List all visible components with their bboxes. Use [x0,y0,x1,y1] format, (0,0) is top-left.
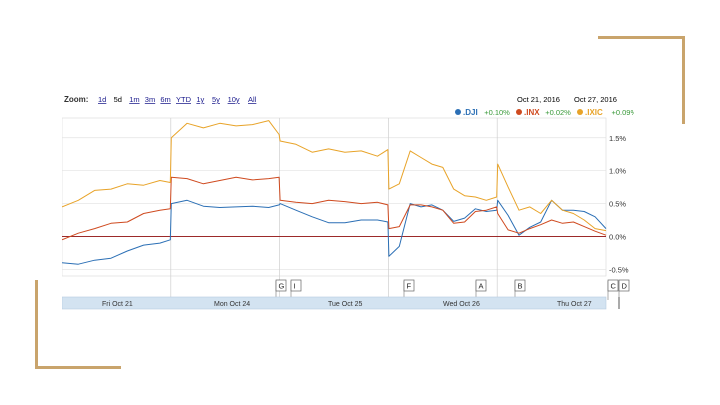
navigator-label-4: Thu Oct 27 [557,301,592,308]
corner-decoration-bottom-horizontal [35,366,121,369]
event-flag-I[interactable] [290,279,302,292]
legend-dot-2 [577,109,583,115]
navigator-label-1: Mon Oct 24 [214,301,250,308]
event-flag-label-I: I [294,282,296,291]
zoom-option-3m[interactable]: 3m [145,95,155,104]
legend-change-1: +0.02% [545,108,571,117]
corner-decoration-top-horizontal [598,36,685,39]
event-flag-label-A: A [479,282,484,291]
zoom-option-6m[interactable]: 6m [160,95,170,104]
event-flag-label-C: C [611,282,617,291]
range-start-date: Oct 21, 2016 [517,95,560,104]
zoom-option-5y[interactable]: 5y [212,95,220,104]
plot-area [61,117,607,277]
stock-chart[interactable]: Zoom: 1d 5d 1m 3m 6m YTD 1y 5y 10y All Oct 21, 2016… [61,88,637,312]
range-end-date: Oct 27, 2016 [574,95,617,104]
event-flag-label-B: B [518,282,523,291]
y-tick-label-4: -0.5% [609,265,629,274]
event-flag-B[interactable] [514,279,526,292]
stock-chart-widget: Zoom: 1d 5d 1m 3m 6m YTD 1y 5y 10y All Oct 21, 2016… [61,88,637,312]
event-flag-A[interactable] [475,279,487,292]
zoom-option-10y[interactable]: 10y [228,95,240,104]
zoom-option-All[interactable]: All [248,95,257,104]
corner-decoration-bottom-vertical [35,280,38,369]
y-tick-label-1: 1.0% [609,167,626,176]
zoom-option-1d[interactable]: 1d [98,95,106,104]
legend-symbol-0: .DJI [463,108,478,117]
event-flag-C[interactable] [607,279,619,292]
legend-change-2: +0.09% [612,108,635,117]
event-flag-label-G: G [279,282,285,291]
legend-change-0: +0.10% [484,108,510,117]
zoom-option-5d[interactable]: 5d [114,95,122,104]
corner-decoration-top-vertical [682,36,685,124]
event-flag-F[interactable] [403,279,415,292]
event-flag-label-D: D [622,282,628,291]
y-tick-label-2: 0.5% [609,200,626,209]
legend-dot-1 [516,109,522,115]
y-tick-label-0: 1.5% [609,134,626,143]
legend-dot-0 [455,109,461,115]
zoom-label: Zoom: [64,95,88,104]
series-line-inx [61,176,607,241]
navigator-bar[interactable] [61,296,607,310]
navigator-label-0: Fri Oct 21 [102,301,133,308]
zoom-option-1y[interactable]: 1y [196,95,204,104]
y-tick-label-3: 0.0% [609,233,626,242]
legend-symbol-2: .IXIC [585,108,603,117]
zoom-option-YTD[interactable]: YTD [176,95,192,104]
zoom-option-1m[interactable]: 1m [129,95,139,104]
event-flag-D[interactable] [618,279,630,292]
navigator-label-3: Wed Oct 26 [443,301,480,308]
legend-symbol-1: .INX [524,108,540,117]
event-flag-G[interactable] [275,279,287,292]
navigator-label-2: Tue Oct 25 [328,301,362,308]
event-flag-label-F: F [407,282,412,291]
series-line-ixic [61,120,607,232]
